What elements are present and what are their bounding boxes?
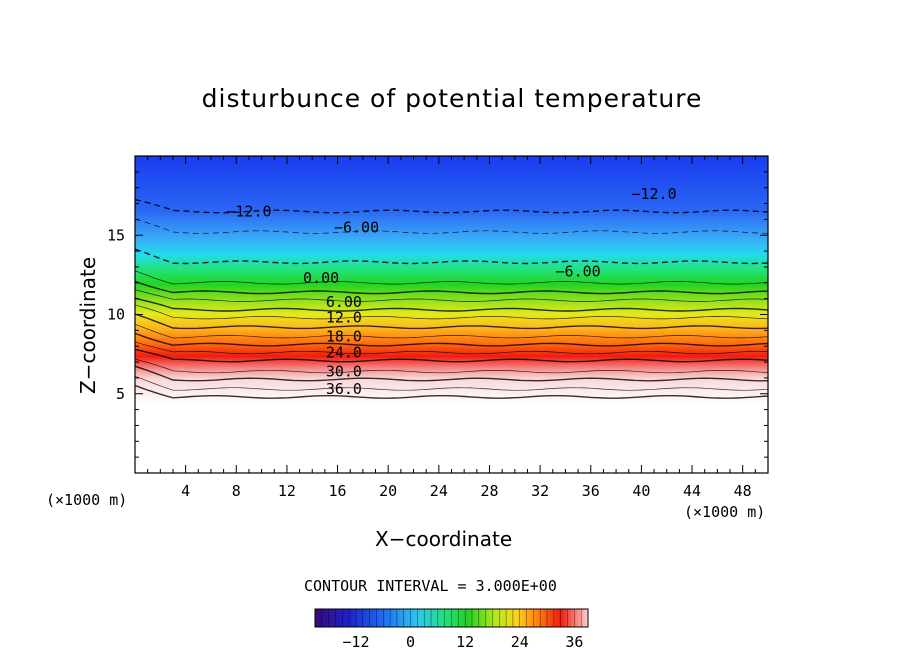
contour-line — [134, 341, 769, 355]
contour-line — [134, 248, 769, 265]
x-tick-label: 16 — [329, 482, 347, 500]
x-tick-label: 20 — [379, 482, 397, 500]
contour-label: −6.00 — [334, 218, 379, 236]
contour-line — [134, 332, 769, 347]
contour-line — [134, 297, 769, 312]
x-tick-label: 36 — [582, 482, 600, 500]
contour-label: 24.0 — [326, 344, 362, 362]
contour-label: −12.0 — [226, 202, 271, 220]
contour-label: −6.00 — [556, 263, 601, 281]
x-tick-label: 24 — [430, 482, 448, 500]
contour-label: 18.0 — [326, 328, 362, 346]
y-tick-label: 15 — [107, 226, 125, 244]
colorbar-tick-label: 36 — [565, 633, 583, 651]
x-tick-label: 12 — [278, 482, 296, 500]
x-tick-label: 8 — [232, 482, 241, 500]
x-axis-label: X−coordinate — [375, 527, 513, 551]
contour-line — [134, 323, 769, 339]
contour-line — [134, 280, 769, 295]
contour-label: 36.0 — [326, 380, 362, 398]
contour-line — [134, 348, 769, 363]
contour-label: 0.00 — [303, 269, 339, 287]
x-tick-label: 48 — [734, 482, 752, 500]
x-unit-left: (×1000 m) — [46, 491, 128, 509]
colorbar-tick-label: −12 — [342, 633, 369, 651]
contour-label: 30.0 — [326, 363, 362, 381]
contour-line — [134, 270, 769, 285]
contour-label: −12.0 — [631, 185, 676, 203]
contour-label: 12.0 — [326, 309, 362, 327]
x-unit-right: (×1000 m) — [684, 503, 766, 521]
x-tick-label: 32 — [531, 482, 549, 500]
colorbar-tick-label: 0 — [406, 633, 415, 651]
contour-line — [134, 313, 769, 330]
x-tick-label: 44 — [683, 482, 701, 500]
contour-interval-text: CONTOUR INTERVAL = 3.000E+00 — [304, 577, 557, 595]
x-tick-label: 40 — [632, 482, 650, 500]
colorbar-tick-label: 24 — [511, 633, 529, 651]
x-tick-label: 4 — [181, 482, 190, 500]
chart-title: disturbunce of potential temperature — [201, 84, 703, 113]
contour-line — [134, 384, 769, 399]
x-tick-label: 28 — [480, 482, 498, 500]
colorbar: −12 0 12 24 36 — [314, 608, 589, 651]
contour-label: 6.00 — [326, 293, 362, 311]
contour-line — [134, 358, 769, 374]
colorbar-tick-label: 12 — [456, 633, 474, 651]
contour-line — [134, 365, 769, 382]
contour-line — [134, 289, 769, 302]
plot-area: −12.0 −6.00 −12.0 −6.00 0.00 6.0012.018.024.0… — [134, 156, 769, 473]
y-tick-label: 10 — [107, 306, 125, 324]
contour-line — [134, 304, 769, 320]
y-tick-label: 5 — [116, 385, 125, 403]
contour-line — [134, 218, 769, 234]
contour-line — [134, 375, 769, 391]
